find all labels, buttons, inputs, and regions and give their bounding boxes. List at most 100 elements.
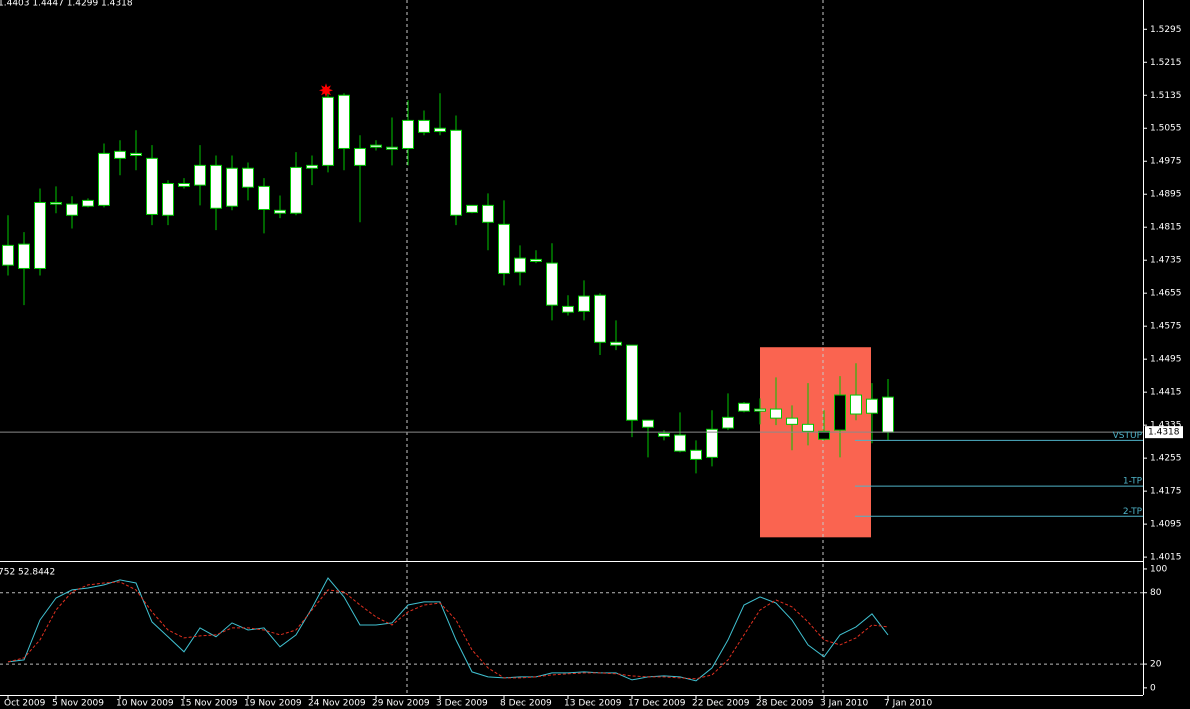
time-tick-label: 19 Nov 2009 [244, 699, 302, 709]
candle-body [754, 408, 766, 412]
candle-body [642, 419, 654, 428]
price-tick-label: 1.4815 [1150, 223, 1182, 233]
candle-body [658, 432, 670, 437]
candle-body [546, 262, 558, 306]
candle-body [706, 428, 718, 458]
indicator-tick-label: 20 [1150, 660, 1162, 670]
time-tick-label: Oct 2009 [4, 699, 46, 709]
candle-body [530, 258, 542, 262]
price-tick-label: 1.4175 [1150, 487, 1182, 497]
candle-body [882, 396, 894, 433]
candle-body [2, 244, 14, 266]
candle-body [210, 164, 222, 209]
candle-body [578, 295, 590, 312]
candle-body [34, 201, 46, 269]
candle-body [418, 119, 430, 133]
time-tick-label: 3 Jan 2010 [820, 699, 868, 709]
time-tick-label: 17 Dec 2009 [628, 699, 686, 709]
price-tick-label: 1.4015 [1150, 553, 1182, 563]
price-tick-label: 1.4895 [1150, 190, 1182, 200]
bid-label: 1.4318 [1148, 428, 1180, 438]
candle-body [626, 344, 638, 421]
candle-body [258, 185, 270, 210]
indicator-header: 752 52.8442 [0, 568, 55, 578]
candle-body [98, 152, 110, 206]
candle-body [114, 150, 126, 159]
price-header: 1.4403 1.4447 1.4299 1.4318 [0, 0, 133, 9]
candle-body [594, 294, 606, 343]
indicator-line [7, 581, 889, 680]
bid-label-box [1145, 426, 1183, 439]
candle-body [82, 199, 94, 207]
time-tick-label: 15 Nov 2009 [180, 699, 238, 709]
price-tick-label: 1.5055 [1150, 124, 1182, 134]
time-tick-label: 29 Nov 2009 [372, 699, 430, 709]
candle-body [562, 305, 574, 313]
price-tick-label: 1.5215 [1150, 58, 1182, 68]
indicator-tick-label: 0 [1150, 683, 1156, 693]
candle-body [194, 164, 206, 186]
time-tick-label: 5 Nov 2009 [52, 699, 104, 709]
time-tick-label: 28 Dec 2009 [756, 699, 814, 709]
candle-body [178, 183, 190, 187]
candle-body [306, 164, 318, 169]
indicator-tick-label: 80 [1150, 588, 1162, 598]
candle-body [370, 144, 382, 148]
price-tick-label: 1.4255 [1150, 454, 1182, 464]
candle-body [18, 243, 30, 269]
candle-body [322, 96, 334, 166]
price-tick-label: 1.5295 [1150, 25, 1182, 35]
candle-body [226, 167, 238, 207]
candle-body [834, 394, 846, 431]
time-tick-label: 8 Dec 2009 [500, 699, 552, 709]
price-tick-label: 1.4975 [1150, 157, 1182, 167]
candle-body [610, 341, 622, 346]
time-tick-label: 3 Dec 2009 [436, 699, 488, 709]
price-tick-label: 1.5135 [1150, 91, 1182, 101]
candle-body [770, 408, 782, 419]
candle-body [66, 203, 78, 216]
candle-body [738, 402, 750, 412]
candle-body [498, 223, 510, 274]
candle-body [354, 147, 366, 166]
price-tick-label: 1.4735 [1150, 256, 1182, 266]
candle-body [450, 129, 462, 216]
candle-body [162, 183, 174, 216]
candle-body [802, 423, 814, 432]
price-tick-label: 1.4495 [1150, 355, 1182, 365]
price-tick-label: 1.4095 [1150, 520, 1182, 530]
price-tick-label: 1.4415 [1150, 388, 1182, 398]
time-tick-label: 10 Nov 2009 [116, 699, 174, 709]
time-tick-label: 13 Dec 2009 [564, 699, 622, 709]
candle-body [290, 166, 302, 214]
candle-body [482, 204, 494, 223]
time-tick-label: 22 Dec 2009 [692, 699, 750, 709]
level-label: VSTUP [1113, 431, 1143, 441]
candle-body [786, 417, 798, 425]
level-label: 1-TP [1123, 477, 1143, 487]
candle-body [850, 394, 862, 415]
candle-body [514, 257, 526, 273]
time-tick-label: 7 Jan 2010 [884, 699, 932, 709]
candle-body [434, 127, 446, 133]
price-tick-label: 1.4575 [1150, 322, 1182, 332]
candle-body [866, 398, 878, 414]
candle-body [338, 94, 350, 149]
trade-zone [760, 347, 871, 538]
indicator-tick-label: 100 [1150, 564, 1167, 574]
candle-body [402, 119, 414, 149]
candle-body [690, 449, 702, 460]
candle-body [50, 201, 62, 205]
candle-body [818, 430, 830, 440]
fractal-marker [319, 83, 333, 98]
level-label: 2-TP [1123, 507, 1143, 517]
candle-body [242, 167, 254, 188]
candle-body [466, 204, 478, 213]
price-tick-label: 1.4335 [1150, 421, 1182, 431]
candle-body [674, 434, 686, 452]
candle-body [146, 157, 158, 215]
candle-body [130, 152, 142, 156]
price-tick-label: 1.4655 [1150, 289, 1182, 299]
